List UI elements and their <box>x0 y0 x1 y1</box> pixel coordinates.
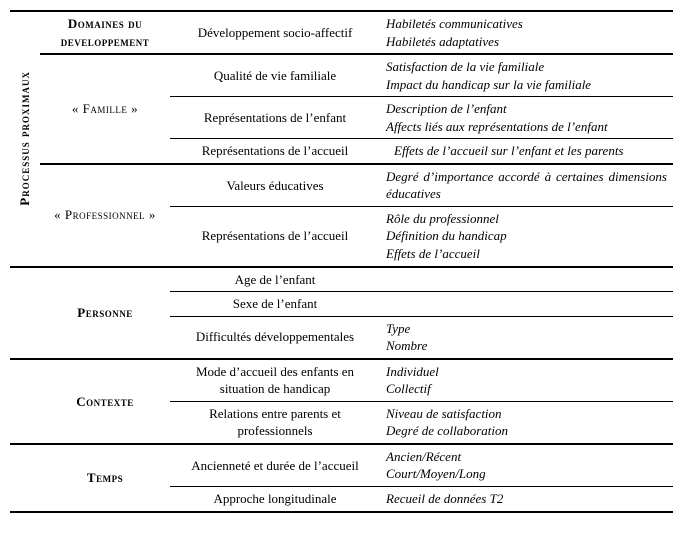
cell-repr-accueil-pro: Représentations de l’accueil <box>170 206 380 266</box>
cell-repr-accueil-fam-detail: Effets de l’accueil sur l’enfant et les … <box>380 139 673 164</box>
section-temps: Temps <box>40 444 170 512</box>
text-line: Description de l’enfant <box>386 100 667 118</box>
section-famille: « Famille » <box>40 54 170 164</box>
text-line: Habiletés communicatives <box>386 15 667 33</box>
cell-repr-enfant: Représentations de l’enfant <box>170 97 380 139</box>
cell-relations: Relations entre parents et professionnel… <box>170 401 380 444</box>
header-domaines: Domaines du developpement <box>40 11 170 54</box>
sidebar-processus: Processus proximaux <box>10 11 40 267</box>
text-line: Habiletés adaptatives <box>386 33 667 51</box>
text-line: Collectif <box>386 380 667 398</box>
document-table: Processus proximaux Domaines du developp… <box>10 10 673 513</box>
text-line: Effets de l’accueil <box>386 245 667 263</box>
section-personne: Personne <box>40 267 170 359</box>
cell-valeurs-educ: Valeurs éducatives <box>170 164 380 207</box>
text-line: Individuel <box>386 363 667 381</box>
cell-anciennete-detail: Ancien/Récent Court/Moyen/Long <box>380 444 673 487</box>
cell-qualite-vie-detail: Satisfaction de la vie familiale Impact … <box>380 54 673 97</box>
text-line: Court/Moyen/Long <box>386 465 667 483</box>
text-line: Recueil de données T2 <box>386 490 667 508</box>
text-line: Effets de l’accueil sur l’enfant et les … <box>386 142 667 160</box>
text-line: Impact du handicap sur la vie familiale <box>386 76 667 94</box>
cell-repr-accueil-fam: Représentations de l’accueil <box>170 139 380 164</box>
section-contexte: Contexte <box>40 359 170 444</box>
cell-habiletes: Habiletés communicatives Habiletés adapt… <box>380 11 673 54</box>
text-line: Affects liés aux représentations de l’en… <box>386 118 667 136</box>
section-professionnel: « Professionnel » <box>40 164 170 267</box>
cell-repr-enfant-detail: Description de l’enfant Affects liés aux… <box>380 97 673 139</box>
cell-valeurs-educ-detail: Degré d’importance accordé à certaines d… <box>380 164 673 207</box>
cell-longitudinale-detail: Recueil de données T2 <box>380 487 673 512</box>
text-line: Type <box>386 320 667 338</box>
cell-repr-accueil-pro-detail: Rôle du professionnel Définition du hand… <box>380 206 673 266</box>
cell-age: Age de l’enfant <box>170 267 380 292</box>
text-line: Ancien/Récent <box>386 448 667 466</box>
cell-difficultes: Difficultés développementales <box>170 316 380 359</box>
cell-dev-socioaffectif: Développement socio-affectif <box>170 11 380 54</box>
cell-sexe: Sexe de l’enfant <box>170 292 380 317</box>
cell-relations-detail: Niveau de satisfaction Degré de collabor… <box>380 401 673 444</box>
cell-mode-accueil: Mode d’accueil des enfants en situation … <box>170 359 380 402</box>
text-line: Degré de collaboration <box>386 422 667 440</box>
text-line: Niveau de satisfaction <box>386 405 667 423</box>
cell-mode-accueil-detail: Individuel Collectif <box>380 359 673 402</box>
text-line: Définition du handicap <box>386 227 667 245</box>
cell-qualite-vie: Qualité de vie familiale <box>170 54 380 97</box>
sidebar-label: Processus proximaux <box>16 71 34 206</box>
text-line: Degré d’importance accordé à certaines d… <box>386 168 667 203</box>
text-line: Rôle du professionnel <box>386 210 667 228</box>
text-line: Satisfaction de la vie familiale <box>386 58 667 76</box>
cell-difficultes-detail: Type Nombre <box>380 316 673 359</box>
cell-anciennete: Ancienneté et durée de l’accueil <box>170 444 380 487</box>
cell-longitudinale: Approche longitudinale <box>170 487 380 512</box>
text-line: Nombre <box>386 337 667 355</box>
